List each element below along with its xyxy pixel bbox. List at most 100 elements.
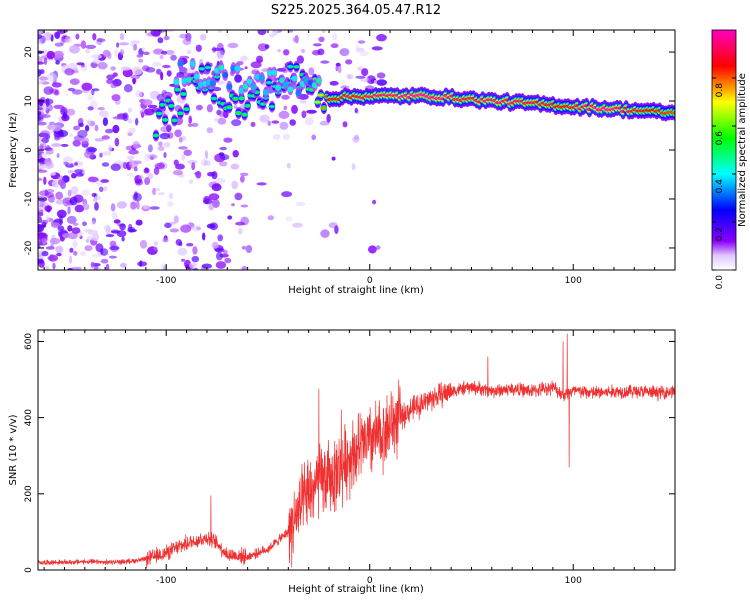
- heatmap-noise-cell: [181, 258, 186, 262]
- heatmap-noise-cell: [38, 34, 43, 40]
- heatmap-noise-cell: [337, 64, 342, 74]
- heatmap-noise-cell: [376, 79, 388, 86]
- heatmap-noise-cell: [152, 187, 156, 196]
- heatmap-noise-cell: [106, 74, 115, 80]
- heatmap-noise-cell: [286, 163, 291, 169]
- heatmap-noise-cell: [166, 124, 172, 133]
- heatmap-noise-cell: [187, 123, 193, 127]
- heatmap-noise-cell: [67, 225, 73, 232]
- heatmap-noise-cell: [86, 119, 92, 126]
- heatmap-noise-cell: [282, 133, 291, 141]
- heatmap-noise-cell: [180, 224, 192, 233]
- heatmap-noise-cell: [132, 141, 140, 149]
- heatmap-noise-cell: [281, 191, 293, 198]
- heatmap-noise-cell: [217, 30, 223, 33]
- heatmap-noise-cell: [120, 262, 127, 268]
- heatmap-noise-cell: [301, 110, 307, 119]
- heatmap-noise-cell: [256, 55, 263, 63]
- spectrogram-x-axis: -100 0 100: [43, 30, 676, 286]
- heatmap-noise-cell: [227, 42, 239, 49]
- heatmap-noise-cell: [56, 252, 62, 257]
- heatmap-noise-cell: [99, 152, 103, 158]
- heatmap-noise-cell: [159, 132, 170, 140]
- heatmap-noise-cell: [178, 146, 188, 150]
- y-tick-label: 200: [24, 485, 34, 502]
- colorbar-tick-label: 0.8: [715, 83, 725, 98]
- heatmap-noise-cell: [296, 55, 304, 64]
- heatmap-branch-cell: [315, 77, 322, 84]
- spectrogram-x-label: Height of straight line (km): [288, 285, 424, 296]
- heatmap-noise-cell: [130, 201, 137, 210]
- heatmap-noise-cell: [55, 199, 65, 205]
- heatmap-noise-cell: [318, 36, 325, 42]
- heatmap-noise-cell: [74, 162, 78, 166]
- heatmap-noise-cell: [257, 30, 267, 36]
- heatmap-noise-cell: [291, 104, 298, 114]
- heatmap-noise-cell: [91, 253, 101, 258]
- colorbar-label: Normalized spectral amplitude: [737, 73, 748, 227]
- heatmap-noise-cell: [86, 235, 96, 241]
- heatmap-branch-cell: [222, 72, 229, 78]
- heatmap-branch-cell: [275, 84, 282, 91]
- heatmap-noise-cell: [114, 48, 118, 57]
- heatmap-noise-cell: [74, 204, 85, 213]
- heatmap-branch-cell: [258, 75, 265, 81]
- heatmap-noise-cell: [75, 172, 84, 177]
- heatmap-noise-cell: [39, 76, 49, 81]
- heatmap-noise-cell: [239, 172, 249, 177]
- heatmap-noise-cell: [38, 115, 42, 122]
- heatmap-noise-cell: [102, 49, 111, 58]
- heatmap-ridge-cell: [168, 104, 175, 108]
- heatmap-noise-cell: [281, 94, 290, 100]
- heatmap-ridge-cell: [152, 134, 160, 137]
- heatmap-noise-cell: [66, 215, 77, 224]
- heatmap-noise-cell: [40, 114, 51, 119]
- heatmap-noise-cell: [136, 200, 140, 210]
- heatmap-noise-cell: [54, 135, 60, 141]
- heatmap-noise-cell: [82, 221, 87, 227]
- heatmap-noise-cell: [289, 119, 297, 126]
- heatmap-noise-cell: [145, 167, 149, 173]
- heatmap-noise-cell: [100, 248, 109, 256]
- heatmap-noise-cell: [157, 146, 165, 151]
- heatmap-noise-cell: [56, 209, 67, 219]
- heatmap-noise-cell: [53, 104, 65, 109]
- heatmap-noise-cell: [64, 35, 72, 44]
- heatmap-branch-cell: [185, 77, 192, 83]
- heatmap-noise-cell: [105, 234, 115, 238]
- heatmap-ridge-cell: [177, 112, 184, 115]
- heatmap-ridge-cell: [244, 104, 251, 108]
- heatmap-noise-cell: [38, 80, 44, 85]
- colorbar-tick-label: 0.0: [715, 275, 725, 290]
- heatmap-ridge-cell: [162, 118, 169, 122]
- heatmap-noise-cell: [135, 219, 143, 226]
- heatmap-noise-cell: [204, 150, 209, 160]
- heatmap-noise-cell: [162, 64, 171, 69]
- heatmap-noise-cell: [72, 240, 78, 249]
- heatmap-noise-cell: [170, 221, 176, 225]
- heatmap-ridge-cell: [155, 112, 163, 115]
- heatmap-noise-cell: [45, 214, 50, 222]
- heatmap-noise-cell: [98, 186, 104, 193]
- heatmap-noise-cell: [62, 233, 70, 239]
- heatmap-noise-cell: [73, 250, 78, 256]
- heatmap-noise-cell: [139, 239, 148, 249]
- heatmap-noise-cell: [218, 110, 225, 118]
- heatmap-noise-cell: [212, 199, 220, 208]
- heatmap-noise-cell: [153, 241, 159, 246]
- heatmap-noise-cell: [71, 266, 82, 270]
- heatmap-noise-cell: [217, 234, 224, 242]
- heatmap-noise-cell: [100, 179, 110, 183]
- heatmap-noise-cell: [46, 72, 57, 82]
- heatmap-noise-cell: [84, 245, 93, 252]
- heatmap-noise-cell: [48, 254, 59, 262]
- heatmap-noise-cell: [128, 229, 137, 233]
- heatmap-noise-cell: [101, 135, 110, 140]
- heatmap-noise-cell: [53, 50, 64, 59]
- snr-x-axis: -100 0 100: [43, 330, 676, 586]
- heatmap-noise-cell: [38, 177, 43, 182]
- heatmap-ridge-cell: [235, 111, 242, 115]
- heatmap-noise-cell: [250, 121, 256, 127]
- heatmap-noise-cell: [72, 139, 81, 147]
- heatmap-noise-cell: [293, 37, 298, 42]
